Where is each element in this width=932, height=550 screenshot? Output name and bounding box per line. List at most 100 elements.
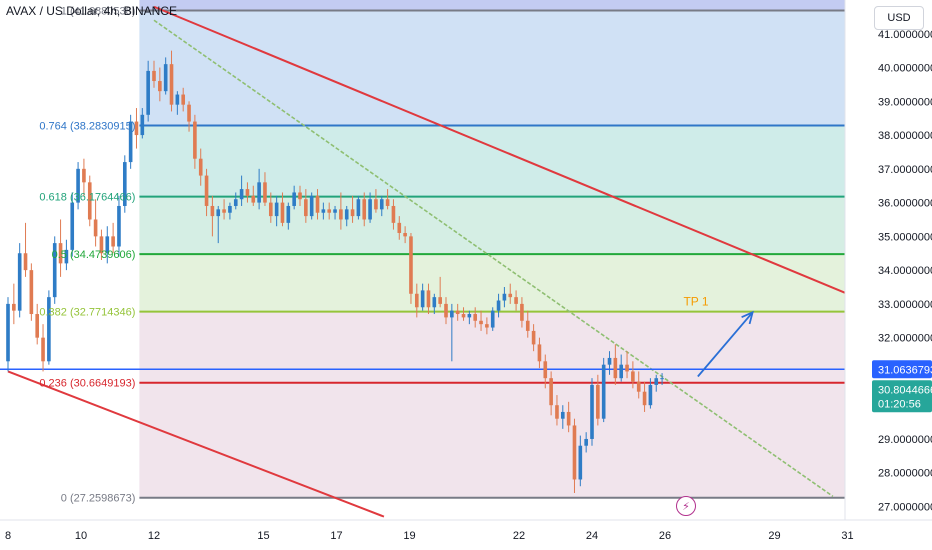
price-tag-bg	[872, 360, 932, 379]
candle-body	[496, 300, 501, 311]
x-tick-label: 12	[148, 530, 160, 542]
arrow-head	[741, 310, 754, 325]
candle-body	[344, 209, 349, 220]
y-tick-label: 27.0000000	[878, 501, 932, 513]
y-tick-label: 40.0000000	[878, 63, 932, 75]
candle-body	[204, 175, 209, 206]
candle-body	[531, 330, 536, 345]
candle-body	[508, 293, 513, 298]
candle-body	[76, 168, 80, 203]
candle-body	[660, 378, 664, 380]
candle-body	[374, 199, 378, 210]
candle-body	[198, 158, 203, 176]
price-axis-ticks: 41.0000000 40.0000000 39.0000000 38.0000000…	[878, 29, 932, 514]
candle-body	[64, 249, 69, 264]
candle-body	[257, 182, 261, 203]
fib-zone	[139, 254, 845, 312]
x-tick-label: 17	[330, 530, 342, 542]
candle-body	[525, 320, 530, 331]
candle-body	[298, 192, 302, 200]
y-tick-label: 34.0000000	[878, 265, 932, 277]
candle-body	[333, 209, 337, 213]
candle-body	[17, 253, 22, 311]
candle-body	[403, 232, 407, 237]
candle-body	[29, 270, 34, 315]
candle-body	[414, 293, 419, 308]
candle-body	[152, 70, 156, 82]
candle-body	[181, 94, 186, 105]
x-tick-label: 8	[5, 530, 11, 542]
candle-body	[426, 290, 431, 308]
candle-body	[473, 314, 478, 321]
candle-body	[368, 199, 372, 220]
price-axis-labels: 31.0636793 30.8044666 01:20:56	[872, 360, 932, 413]
candle-body	[578, 445, 583, 480]
candle-body	[251, 195, 256, 203]
candle-body	[391, 205, 396, 223]
candle-body	[362, 199, 367, 220]
trendline	[7, 370, 385, 518]
candle-body	[304, 199, 308, 217]
chart-title: AVAX / US Dollar, 4h, BINANCE	[6, 4, 177, 18]
candle-body	[315, 195, 320, 213]
time-axis-ticks: 8 10 12 15 17 19 22 24 26 29 31	[5, 530, 854, 542]
candle-body	[158, 81, 162, 92]
fib-label: 0 (27.2598673)	[61, 493, 136, 505]
candle-body	[520, 303, 524, 321]
candle-body	[636, 381, 641, 392]
time-axis-panel[interactable]	[0, 520, 932, 550]
fib-label: 0.764 (38.2830915)	[39, 121, 135, 133]
candle-body	[444, 303, 448, 318]
y-tick-label: 28.0000000	[878, 468, 932, 480]
countdown-text: 01:20:56	[878, 398, 921, 410]
candle-body	[537, 344, 542, 362]
candle-body	[105, 236, 110, 254]
candle-body	[52, 243, 57, 298]
candle-body	[654, 378, 659, 385]
candle-body	[631, 371, 635, 382]
candle-body	[450, 310, 454, 318]
candle-body	[140, 114, 145, 136]
candle-body	[461, 314, 466, 318]
x-tick-label: 24	[586, 530, 598, 542]
candle-body	[321, 209, 326, 213]
candle-body	[117, 205, 121, 247]
fib-zone	[139, 196, 845, 255]
candle-body	[502, 293, 507, 301]
fib-label: 0.618 (36.1764466)	[39, 192, 135, 204]
currency-button[interactable]: USD	[874, 6, 924, 30]
candle-body	[485, 324, 489, 328]
price-axis-panel[interactable]	[845, 0, 932, 520]
candle-body	[187, 104, 191, 122]
x-tick-label: 19	[403, 530, 415, 542]
candle-body	[490, 310, 495, 328]
candle-body	[12, 303, 16, 311]
candle-body	[146, 70, 150, 115]
candle-body	[555, 405, 559, 419]
candle-body	[584, 438, 588, 446]
candle-body	[438, 297, 442, 304]
x-tick-label: 31	[841, 530, 853, 542]
candle-body	[455, 310, 460, 315]
y-tick-label: 36.0000000	[878, 198, 932, 210]
candle-body	[70, 202, 75, 250]
candle-body	[286, 205, 291, 223]
price-tag-text: 31.0636793	[878, 364, 932, 376]
candle-body	[35, 314, 40, 338]
candle-body	[379, 199, 384, 210]
fib-zone	[139, 10, 845, 126]
candle-body	[356, 199, 361, 217]
candle-body	[613, 357, 618, 379]
candle-body	[560, 411, 565, 419]
lightning-icon[interactable]: ⚡	[676, 496, 696, 516]
candle-body	[432, 297, 437, 308]
target-arrow	[697, 310, 754, 378]
fib-label: 0.382 (32.7714346)	[39, 307, 135, 319]
x-tick-label: 10	[75, 530, 87, 542]
y-tick-label: 41.0000000	[878, 29, 932, 41]
x-tick-label: 22	[513, 530, 525, 542]
fib-level-lines	[139, 9, 845, 499]
fib-zone-fills	[139, 10, 845, 498]
candle-body	[549, 378, 553, 406]
